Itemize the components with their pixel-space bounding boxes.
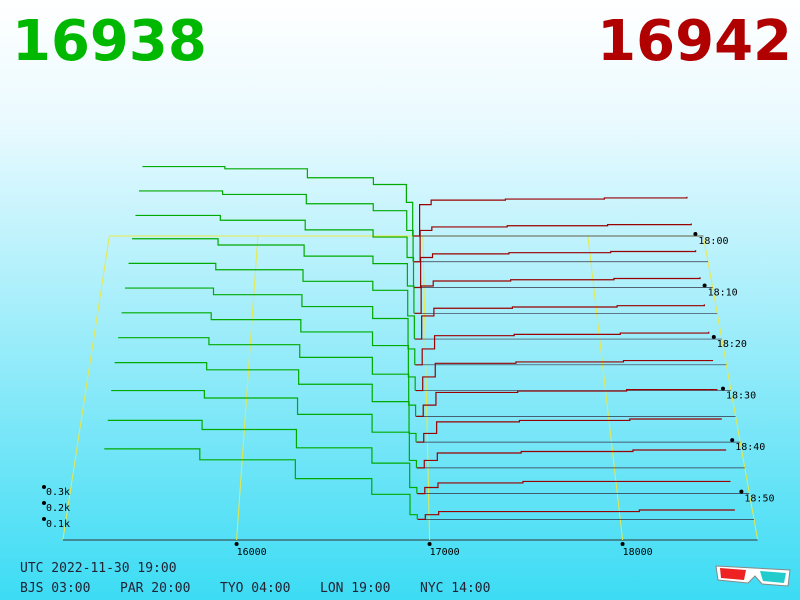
ask-depth — [414, 277, 701, 314]
time-tick-label: 18:10 — [708, 288, 738, 299]
tick-dot — [739, 489, 744, 494]
tick-dot — [42, 485, 46, 489]
z-tick-label: 0.3k — [46, 487, 70, 498]
tick-dot — [693, 232, 698, 236]
bid-depth — [131, 238, 415, 314]
tick-dot — [721, 386, 725, 391]
bid-depth — [128, 262, 415, 340]
bid-depth — [135, 214, 415, 288]
bid-depth — [104, 448, 418, 520]
city-clock: BJS 03:00 — [20, 581, 90, 596]
x-tick-label: 17000 — [430, 547, 460, 558]
ask-depth — [413, 196, 688, 237]
ask-depth — [417, 449, 727, 469]
bid-depth — [138, 190, 414, 262]
bid-depth — [118, 337, 417, 417]
tick-dot — [234, 542, 239, 546]
city-clock: LON 19:00 — [320, 581, 390, 596]
tick-dot — [730, 438, 735, 443]
utc-time: UTC 2022-11-30 19:00 — [20, 561, 177, 576]
best-ask: 16942 — [597, 9, 792, 74]
glasses-icon — [715, 565, 791, 587]
plot: 16000 17000 18000 18:00 18:10 18:20 18:30 18:40… — [42, 165, 775, 558]
z-tick-label: 0.2k — [46, 503, 70, 514]
tick-dot — [711, 335, 716, 340]
time-tick-label: 18:30 — [726, 391, 756, 402]
ask-depth — [418, 509, 735, 520]
ask-depth — [413, 223, 692, 263]
x-tick-label: 16000 — [237, 547, 267, 558]
tick-dot — [42, 501, 46, 505]
time-tick-label: 18:50 — [744, 494, 774, 505]
ask-depth — [415, 331, 710, 366]
z-tick-label: 0.1k — [46, 519, 70, 530]
ask-depth — [415, 359, 714, 392]
city-clock: TYO 04:00 — [220, 581, 290, 596]
ask-depth — [417, 480, 731, 495]
ask-depth — [415, 304, 705, 340]
grid-line — [422, 235, 431, 541]
ask-depth — [414, 250, 697, 289]
frame-line — [62, 235, 110, 541]
ask-depth — [416, 418, 722, 443]
best-bid: 16938 — [12, 9, 207, 74]
city-clock: PAR 20:00 — [120, 581, 190, 596]
tick-dot — [702, 283, 707, 288]
tick-dot — [620, 542, 625, 546]
time-tick-label: 18:40 — [735, 442, 765, 453]
city-clock: NYC 14:00 — [420, 581, 490, 596]
bid-depth — [114, 362, 417, 443]
bid-depth — [107, 419, 418, 494]
bid-depth — [111, 389, 418, 468]
grid-line — [587, 235, 624, 541]
frame-line — [702, 235, 759, 541]
bid-depth — [125, 287, 416, 365]
bid-depth — [121, 312, 416, 391]
tick-dot — [42, 517, 46, 521]
tick-dot — [427, 542, 432, 546]
grid-line — [236, 235, 259, 541]
time-tick-label: 18:00 — [698, 236, 728, 247]
ask-depth — [416, 389, 718, 417]
bid-depth — [142, 165, 414, 236]
time-tick-label: 18:20 — [717, 339, 747, 350]
x-tick-label: 18000 — [623, 547, 653, 558]
